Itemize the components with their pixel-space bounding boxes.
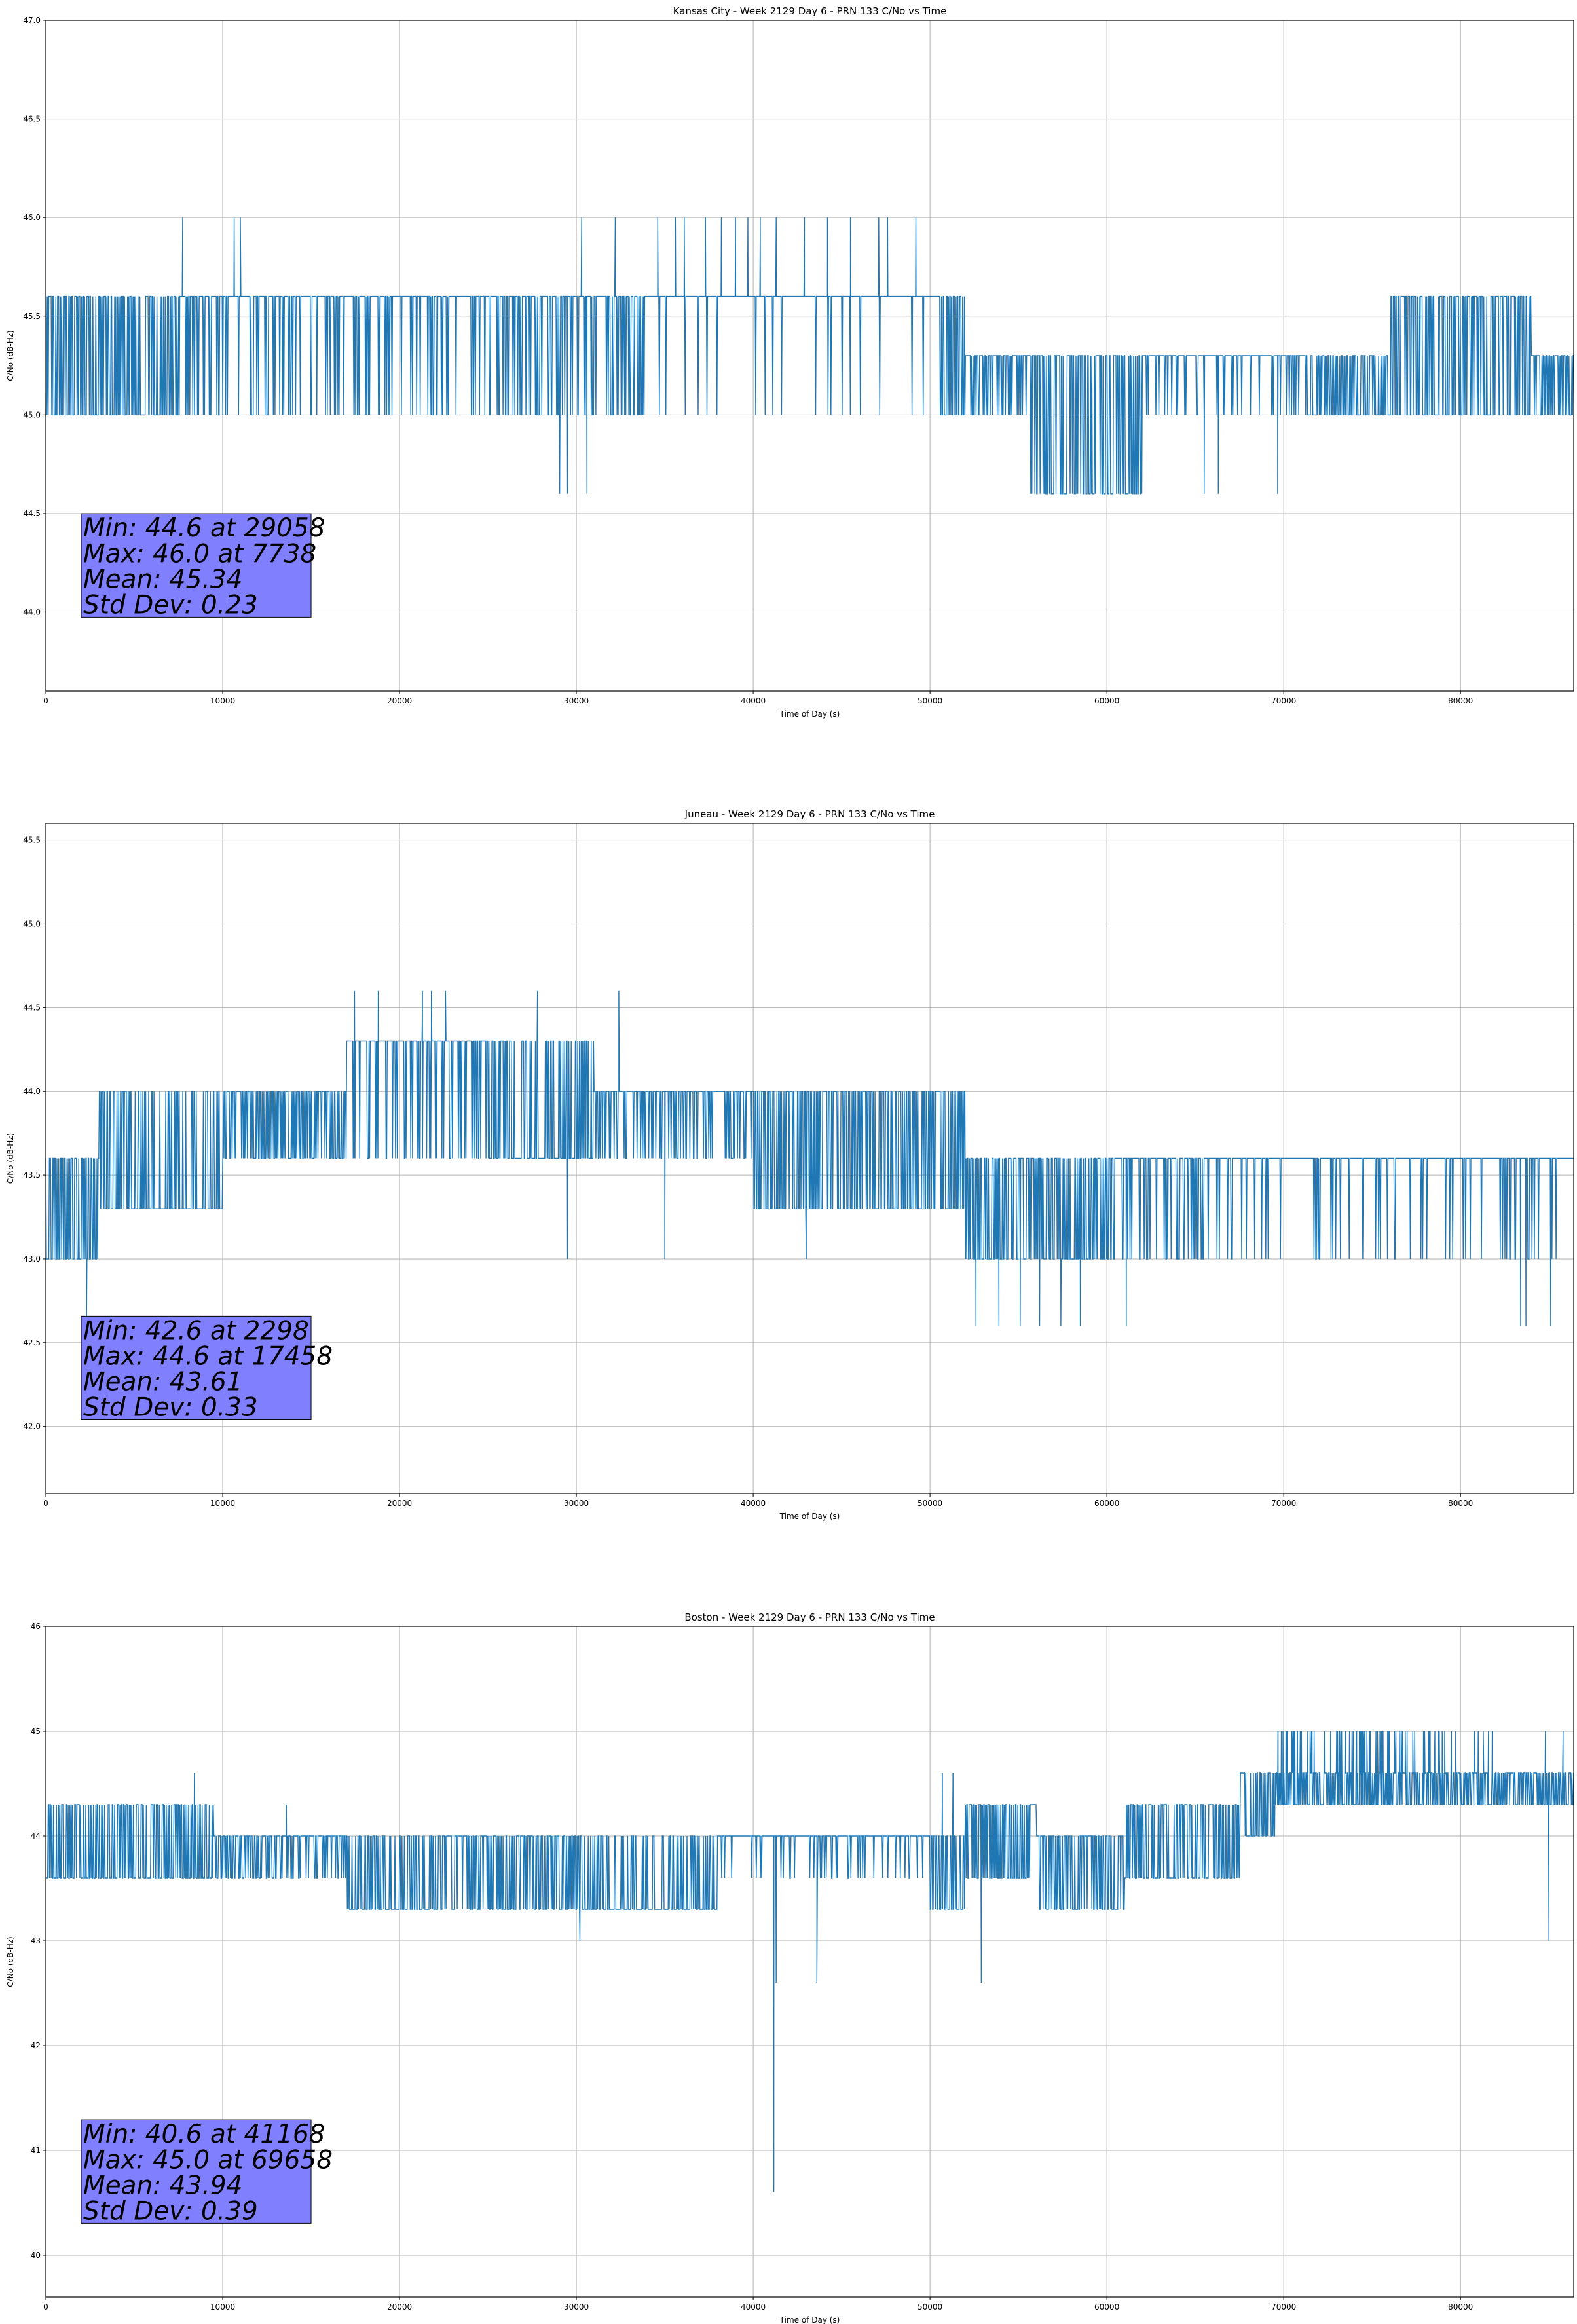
panel-juneau: 0 10000 20000 30000 40000 50000 60000 70000 8000… [6, 808, 1574, 1521]
stats-box-background [81, 2119, 312, 2224]
y-tick-label: 41 [31, 2146, 41, 2155]
y-tick-label: 47.0 [23, 16, 41, 25]
x-axis-label: Time of Day (s) [779, 709, 840, 719]
y-tick-label: 40 [31, 2251, 41, 2260]
cno-series [45, 217, 1574, 495]
cno-line [45, 217, 1574, 495]
x-tick-label: 30000 [564, 696, 589, 705]
stats-min: Min: 42.6 at 2298 [83, 1316, 309, 1345]
stats-max: Max: 46.0 at 7738 [83, 539, 316, 569]
stats-box: Min: 42.6 at 2298 Max: 44.6 at 17458 Mea… [81, 1315, 333, 1423]
y-tick-label: 43.0 [23, 1254, 41, 1264]
stats-box: Min: 44.6 at 29058 Max: 46.0 at 7738 Mea… [81, 513, 325, 620]
axes-frame [45, 823, 1574, 1494]
stats-mean: Mean: 43.61 [83, 1367, 242, 1396]
stats-max: Max: 44.6 at 17458 [83, 1341, 333, 1371]
y-tick-label: 43.5 [23, 1171, 41, 1180]
chart-title: Boston - Week 2129 Day 6 - PRN 133 C/No … [684, 1611, 935, 1623]
y-ticks: 40 41 42 43 44 45 46 [31, 1622, 46, 2260]
x-tick-label: 50000 [918, 2302, 942, 2312]
cno-line [46, 1731, 1574, 2193]
stats-std-dev: Std Dev: 0.39 [83, 2196, 258, 2226]
panel-boston: 0 10000 20000 30000 40000 50000 60000 70000 8000… [6, 1611, 1574, 2324]
stats-box-background [81, 513, 312, 618]
x-axis-label: Time of Day (s) [779, 1512, 840, 1521]
x-tick-label: 0 [43, 2302, 48, 2312]
stats-box-background [81, 1315, 312, 1420]
x-tick-label: 10000 [210, 696, 235, 705]
x-tick-label: 30000 [564, 1499, 589, 1508]
y-tick-label: 42.0 [23, 1422, 41, 1431]
axes-frame [45, 20, 1574, 692]
x-tick-label: 70000 [1271, 696, 1296, 705]
y-tick-label: 46.0 [23, 213, 41, 222]
x-tick-label: 20000 [387, 696, 412, 705]
y-tick-label: 45.5 [23, 312, 41, 321]
x-tick-label: 10000 [210, 2302, 235, 2312]
cno-series [46, 1731, 1574, 2193]
stats-box: Min: 40.6 at 41168 Max: 45.0 at 69658 Me… [81, 2119, 333, 2226]
x-tick-label: 50000 [918, 1499, 942, 1508]
y-tick-label: 44.5 [23, 509, 41, 518]
y-axis-label: C/No (dB-Hz) [6, 1133, 15, 1184]
chart-title: Kansas City - Week 2129 Day 6 - PRN 133 … [673, 5, 947, 17]
x-tick-label: 80000 [1448, 1499, 1473, 1508]
cno-line [45, 990, 1574, 1326]
y-ticks: 42.0 42.5 43.0 43.5 44.0 44.5 45.0 45.5 [23, 836, 46, 1431]
stats-min: Min: 44.6 at 29058 [83, 514, 325, 543]
stats-mean: Mean: 43.94 [83, 2171, 242, 2200]
grid-lines [45, 20, 1574, 691]
x-tick-label: 40000 [741, 696, 766, 705]
y-tick-label: 44.0 [23, 608, 41, 617]
x-tick-label: 70000 [1271, 2302, 1296, 2312]
y-tick-label: 43 [31, 1936, 41, 1945]
x-axis-label: Time of Day (s) [779, 2315, 840, 2324]
y-axis-label: C/No (dB-Hz) [6, 330, 15, 381]
stats-std-dev: Std Dev: 0.23 [83, 590, 258, 620]
y-axis-label: C/No (dB-Hz) [6, 1936, 15, 1987]
y-tick-label: 45.5 [23, 836, 41, 845]
x-tick-label: 60000 [1094, 2302, 1119, 2312]
x-ticks: 0 10000 20000 30000 40000 50000 60000 70000 8000… [43, 691, 1473, 705]
y-tick-label: 42 [31, 2041, 41, 2050]
x-tick-label: 20000 [387, 1499, 412, 1508]
x-tick-label: 20000 [387, 2302, 412, 2312]
x-ticks: 0 10000 20000 30000 40000 50000 60000 70000 8000… [43, 1493, 1473, 1508]
panel-kansas-city: 0 10000 20000 30000 40000 50000 60000 70000 8000… [6, 5, 1574, 719]
x-tick-label: 80000 [1448, 696, 1473, 705]
y-tick-label: 45.0 [23, 919, 41, 928]
y-tick-label: 42.5 [23, 1338, 41, 1347]
stats-std-dev: Std Dev: 0.33 [83, 1393, 258, 1423]
x-tick-label: 0 [43, 1499, 48, 1508]
x-tick-label: 70000 [1271, 1499, 1296, 1508]
chart-title: Juneau - Week 2129 Day 6 - PRN 133 C/No … [684, 808, 935, 820]
x-tick-label: 40000 [741, 2302, 766, 2312]
y-tick-label: 44.5 [23, 1003, 41, 1012]
stats-min: Min: 40.6 at 41168 [83, 2120, 325, 2149]
x-tick-label: 0 [43, 696, 48, 705]
axes-frame [45, 1626, 1574, 2298]
y-tick-label: 46 [31, 1622, 41, 1631]
stats-mean: Mean: 45.34 [83, 565, 242, 594]
stats-max: Max: 45.0 at 69658 [83, 2145, 333, 2175]
y-tick-label: 45 [31, 1727, 41, 1736]
x-tick-label: 80000 [1448, 2302, 1473, 2312]
y-tick-label: 46.5 [23, 115, 41, 124]
y-ticks: 44.0 44.5 45.0 45.5 46.0 46.5 47.0 [23, 16, 46, 617]
y-tick-label: 45.0 [23, 410, 41, 419]
y-tick-label: 44.0 [23, 1087, 41, 1096]
x-ticks: 0 10000 20000 30000 40000 50000 60000 70000 8000… [43, 2297, 1473, 2312]
x-tick-label: 60000 [1094, 696, 1119, 705]
x-tick-label: 30000 [564, 2302, 589, 2312]
y-tick-label: 44 [31, 1831, 41, 1841]
x-tick-label: 50000 [918, 696, 942, 705]
x-tick-label: 40000 [741, 1499, 766, 1508]
x-tick-label: 60000 [1094, 1499, 1119, 1508]
x-tick-label: 10000 [210, 1499, 235, 1508]
cno-series [45, 990, 1574, 1326]
